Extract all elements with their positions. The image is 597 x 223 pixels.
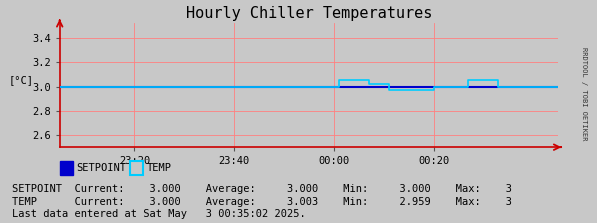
Text: TEMP: TEMP bbox=[146, 163, 171, 173]
Text: RRDTOOL / TOBI OETIKER: RRDTOOL / TOBI OETIKER bbox=[581, 47, 587, 140]
Text: Last data entered at Sat May   3 00:35:02 2025.: Last data entered at Sat May 3 00:35:02 … bbox=[12, 209, 306, 219]
Text: SETPOINT: SETPOINT bbox=[76, 163, 126, 173]
Title: Hourly Chiller Temperatures: Hourly Chiller Temperatures bbox=[186, 6, 432, 21]
Y-axis label: [°C]: [°C] bbox=[8, 75, 33, 85]
Text: SETPOINT  Current:    3.000    Average:     3.000    Min:     3.000    Max:    3: SETPOINT Current: 3.000 Average: 3.000 M… bbox=[12, 184, 512, 194]
Text: TEMP      Current:    3.000    Average:     3.003    Min:     2.959    Max:    3: TEMP Current: 3.000 Average: 3.003 Min: … bbox=[12, 197, 512, 207]
